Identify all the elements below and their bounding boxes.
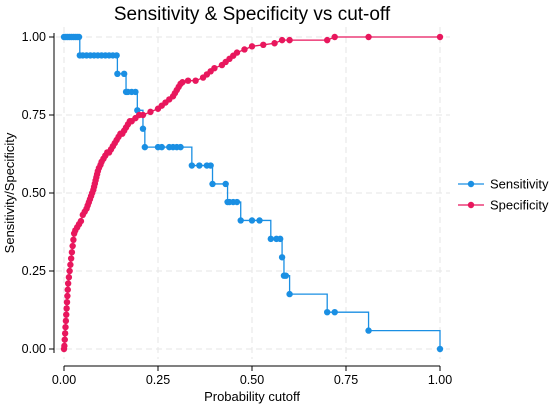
specificity-point — [324, 36, 331, 44]
sensitivity-point — [436, 345, 444, 353]
specificity-point — [211, 65, 218, 72]
y-tick-label: 0.25 — [22, 264, 46, 278]
sensitivity-point — [132, 88, 139, 96]
specificity-point — [61, 336, 68, 343]
sensitivity-point — [158, 143, 165, 151]
x-tick-label: 0.00 — [52, 373, 76, 387]
specificity-point — [61, 342, 68, 350]
sensitivity-point — [113, 52, 120, 59]
sensitivity-point — [331, 308, 338, 316]
y-tick-label: 0.00 — [22, 342, 46, 356]
sensitivity-point — [286, 290, 293, 298]
specificity-point — [61, 330, 69, 337]
sensitivity-point — [282, 272, 290, 279]
specificity-point — [179, 79, 186, 86]
specificity-point — [63, 311, 70, 318]
specificity-point — [68, 249, 76, 256]
specificity-point — [62, 317, 70, 325]
specificity-point — [69, 242, 76, 250]
axes-layer: 0.00 0.25 0.50 0.75 1.00 0.00 0.25 0.50 0.75 1.00 — [22, 30, 453, 387]
legend-sensitivity-label: Sensitivity — [490, 177, 549, 192]
specificity-point — [233, 49, 241, 56]
sensitivity-point — [278, 254, 286, 261]
grid-layer — [56, 27, 450, 359]
specificity-point — [436, 33, 444, 41]
specificity-point — [64, 280, 72, 287]
series-layer — [60, 33, 444, 353]
specificity-point — [77, 217, 85, 225]
specificity-point — [278, 36, 286, 44]
x-tick-label: 1.00 — [428, 373, 452, 387]
sensitivity-point — [277, 235, 284, 243]
legend-specificity-label: Specificity — [490, 198, 549, 213]
specificity-point — [184, 77, 192, 84]
sensitivity-point — [237, 217, 244, 224]
specificity-point — [66, 267, 73, 275]
legend-specificity-marker — [467, 201, 475, 209]
specificity-point — [331, 33, 338, 41]
sensitivity-point — [222, 180, 229, 188]
specificity-point — [63, 305, 70, 312]
y-tick-label: 0.75 — [22, 108, 46, 122]
sensitivity-point — [365, 327, 372, 334]
x-tick-label: 0.25 — [146, 373, 170, 387]
specificity-point — [241, 46, 248, 53]
specificity-point — [63, 299, 71, 306]
specificity-point — [139, 111, 147, 119]
sensitivity-point — [196, 162, 203, 169]
specificity-point — [365, 33, 372, 41]
specificity-point — [65, 274, 73, 281]
legend-sensitivity-marker — [467, 180, 475, 188]
sensitivity-point — [75, 33, 83, 41]
sensitivity-point — [114, 70, 121, 78]
specificity-point — [260, 41, 267, 48]
specificity-point — [147, 108, 154, 116]
specificity-point — [271, 40, 278, 47]
sensitivity-point — [256, 217, 263, 224]
specificity-point — [248, 43, 256, 50]
x-tick-label: 0.50 — [240, 373, 264, 387]
specificity-point — [67, 261, 74, 268]
x-axis-label: Probability cutoff — [204, 389, 300, 404]
sensitivity-point — [267, 235, 274, 243]
sensitivity-point — [233, 198, 241, 206]
y-axis-label: Sensitivity/Specificity — [2, 132, 17, 253]
specificity-point — [67, 255, 75, 262]
sensitivity-point — [324, 308, 331, 316]
specificity-point — [286, 36, 293, 44]
sensitivity-point — [141, 143, 149, 151]
specificity-point — [64, 292, 71, 300]
sensitivity-point — [209, 180, 216, 188]
specificity-point — [64, 286, 71, 293]
sensitivity-point — [120, 70, 128, 78]
sensitivity-point — [139, 125, 147, 132]
chart-title: Sensitivity & Specificity vs cut-off — [114, 4, 391, 25]
sensitivity-point — [248, 217, 256, 224]
specificity-point — [192, 77, 199, 84]
specificity-point — [70, 236, 77, 243]
sensitivity-point — [188, 162, 196, 169]
y-tick-label: 1.00 — [22, 30, 46, 44]
x-tick-label: 0.75 — [334, 373, 358, 387]
specificity-point — [62, 323, 69, 331]
sensitivity-point — [207, 162, 214, 169]
sensitivity-point — [177, 143, 184, 151]
y-tick-label: 0.50 — [22, 186, 46, 200]
legend: Sensitivity Specificity — [458, 177, 549, 213]
